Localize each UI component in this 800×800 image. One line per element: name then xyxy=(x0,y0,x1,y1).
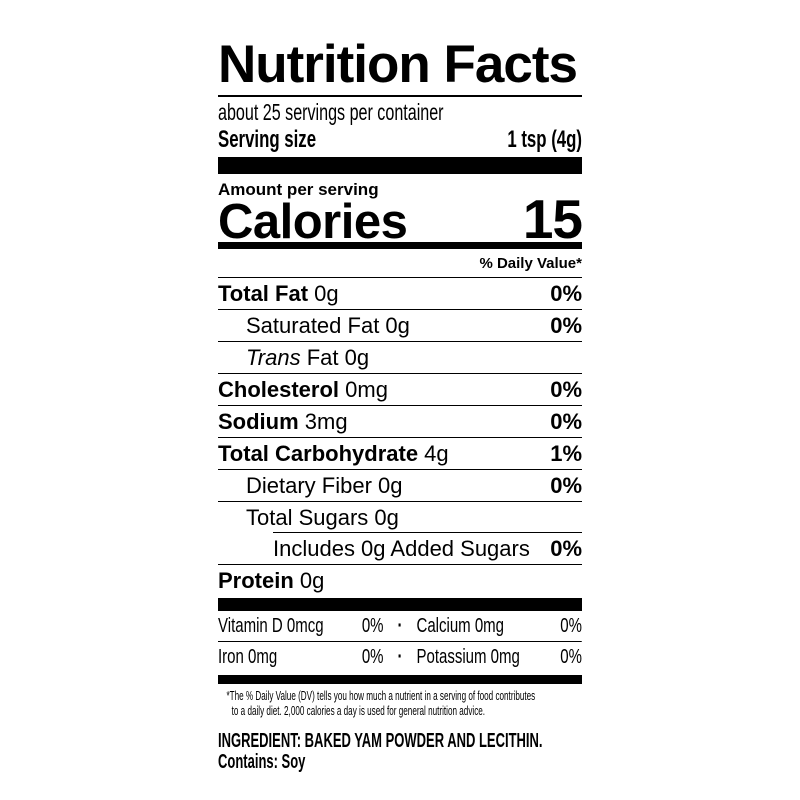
calories-row: Calories 15 xyxy=(218,188,583,250)
bullet-separator: · xyxy=(397,646,403,668)
nutrient-dv: 0% xyxy=(550,313,582,338)
footnote-line-1: *The % Daily Value (DV) tells you how mu… xyxy=(226,689,536,703)
row-dietary-fiber: Dietary Fiber 0g 0% xyxy=(218,470,582,502)
micro-name: Calcium 0mg xyxy=(416,615,505,637)
micro-dv: 0% xyxy=(560,615,582,637)
nutrient-name: Total Fat 0g xyxy=(218,281,339,306)
thick-divider-bar xyxy=(218,598,582,611)
micro-potassium: Potassium 0mg 0% xyxy=(416,646,581,668)
row-total-carbohydrate: Total Carbohydrate 4g 1% xyxy=(218,438,582,470)
micronutrient-row-1: Vitamin D 0mcg 0% · Calcium 0mg 0% xyxy=(218,611,582,642)
nutrient-dv: 0% xyxy=(550,281,582,306)
micro-dv: 0% xyxy=(361,615,384,637)
thick-divider-bar xyxy=(218,157,582,174)
serving-size-label: Serving size xyxy=(218,126,317,153)
row-protein: Protein 0g xyxy=(218,565,582,596)
nutrition-facts-title: Nutrition Facts xyxy=(218,38,582,97)
daily-value-footnote: *The % Daily Value (DV) tells you how mu… xyxy=(218,689,582,718)
micro-dv: 0% xyxy=(560,646,582,668)
nutrient-dv: 0% xyxy=(550,536,582,561)
amount-per-serving-label: Amount per serving xyxy=(218,180,379,199)
nutrient-dv: 0% xyxy=(550,409,582,434)
micro-calcium: Calcium 0mg 0% xyxy=(416,615,581,637)
micro-vitamin-d: Vitamin D 0mcg 0% xyxy=(218,615,383,637)
ingredient-block: INGREDIENT: BAKED YAM POWDER AND LECITHI… xyxy=(218,731,582,773)
nutrition-facts-label: Nutrition Facts about 25 servings per co… xyxy=(218,38,583,773)
micro-name: Potassium 0mg xyxy=(416,646,520,668)
nutrient-dv: 1% xyxy=(550,441,582,466)
servings-per-container: about 25 servings per container xyxy=(218,99,444,125)
bullet-separator: · xyxy=(397,615,403,637)
nutrient-dv: 0% xyxy=(550,473,582,498)
nutrient-name: Protein 0g xyxy=(218,568,325,593)
nutrient-rows: Total Fat 0g 0% Saturated Fat 0g 0% Tran… xyxy=(218,278,582,596)
nutrient-name: Sodium 3mg xyxy=(218,409,348,434)
thin-divider-bar xyxy=(218,675,582,684)
nutrient-name: Trans Fat 0g xyxy=(246,345,370,370)
micronutrient-row-2: Iron 0mg 0% · Potassium 0mg 0% xyxy=(218,642,582,672)
nutrient-name: Total Sugars 0g xyxy=(246,505,399,530)
micro-dv: 0% xyxy=(361,646,384,668)
nutrient-name: Cholesterol 0mg xyxy=(218,377,388,402)
row-saturated-fat: Saturated Fat 0g 0% xyxy=(218,310,582,342)
contains-statement: Contains: Soy xyxy=(218,751,306,773)
ingredient-statement: INGREDIENT: BAKED YAM POWDER AND LECITHI… xyxy=(218,730,543,752)
nutrient-name: Saturated Fat 0g xyxy=(246,313,410,338)
serving-size-row: Serving size 1 tsp (4g) xyxy=(218,126,582,154)
row-total-fat: Total Fat 0g 0% xyxy=(218,278,582,310)
medium-divider-bar xyxy=(218,242,582,249)
nutrient-name: Dietary Fiber 0g xyxy=(246,473,403,498)
calories-value: 15 xyxy=(522,188,583,250)
nutrient-dv: 0% xyxy=(550,377,582,402)
micro-iron: Iron 0mg 0% xyxy=(218,646,383,668)
nutrient-name: Includes 0g Added Sugars xyxy=(273,536,530,561)
row-trans-fat: Trans Fat 0g xyxy=(218,342,582,374)
daily-value-header: % Daily Value* xyxy=(218,249,582,278)
serving-size-value: 1 tsp (4g) xyxy=(507,126,582,153)
micronutrients-section: Vitamin D 0mcg 0% · Calcium 0mg 0% Iron … xyxy=(218,611,582,672)
row-added-sugars: Includes 0g Added Sugars 0% xyxy=(218,533,582,565)
footnote-line-2: to a daily diet. 2,000 calories a day is… xyxy=(231,703,486,718)
row-total-sugars: Total Sugars 0g xyxy=(218,502,582,533)
row-sodium: Sodium 3mg 0% xyxy=(218,406,582,438)
row-cholesterol: Cholesterol 0mg 0% xyxy=(218,374,582,406)
nutrient-name: Total Carbohydrate 4g xyxy=(218,441,449,466)
calories-label: Calories xyxy=(218,195,408,249)
micro-name: Iron 0mg xyxy=(218,646,278,668)
micro-name: Vitamin D 0mcg xyxy=(218,615,324,637)
